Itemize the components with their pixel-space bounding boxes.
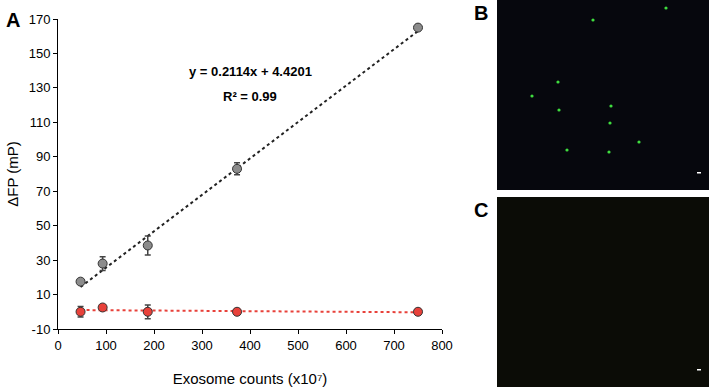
- svg-text:0: 0: [54, 338, 61, 353]
- svg-text:ΔFP (mP): ΔFP (mP): [4, 141, 21, 207]
- svg-text:100: 100: [95, 338, 117, 353]
- svg-text:R² = 0.99: R² = 0.99: [223, 89, 277, 104]
- svg-text:110: 110: [30, 115, 51, 130]
- svg-text:800: 800: [431, 338, 453, 353]
- svg-text:200: 200: [143, 338, 165, 353]
- svg-text:600: 600: [335, 338, 357, 353]
- svg-text:170: 170: [29, 12, 51, 27]
- svg-text:400: 400: [239, 338, 261, 353]
- svg-text:300: 300: [191, 338, 213, 353]
- svg-text:30: 30: [36, 253, 50, 268]
- svg-text:y = 0.2114x + 4.4201: y = 0.2114x + 4.4201: [189, 64, 312, 79]
- html-text:B: B: [474, 2, 489, 24]
- svg-text:130: 130: [29, 80, 51, 95]
- svg-text:Exosome counts (x10⁷): Exosome counts (x10⁷): [173, 370, 328, 387]
- svg-text:70: 70: [36, 184, 50, 199]
- svg-text:90: 90: [36, 149, 50, 164]
- svg-text:500: 500: [287, 338, 309, 353]
- svg-text:-10: -10: [32, 322, 51, 337]
- svg-text:150: 150: [29, 46, 51, 61]
- svg-text:700: 700: [383, 338, 405, 353]
- svg-text:50: 50: [36, 218, 50, 233]
- html-text:C: C: [474, 199, 489, 221]
- svg-text:10: 10: [36, 287, 50, 302]
- svg-text:A: A: [6, 9, 20, 31]
